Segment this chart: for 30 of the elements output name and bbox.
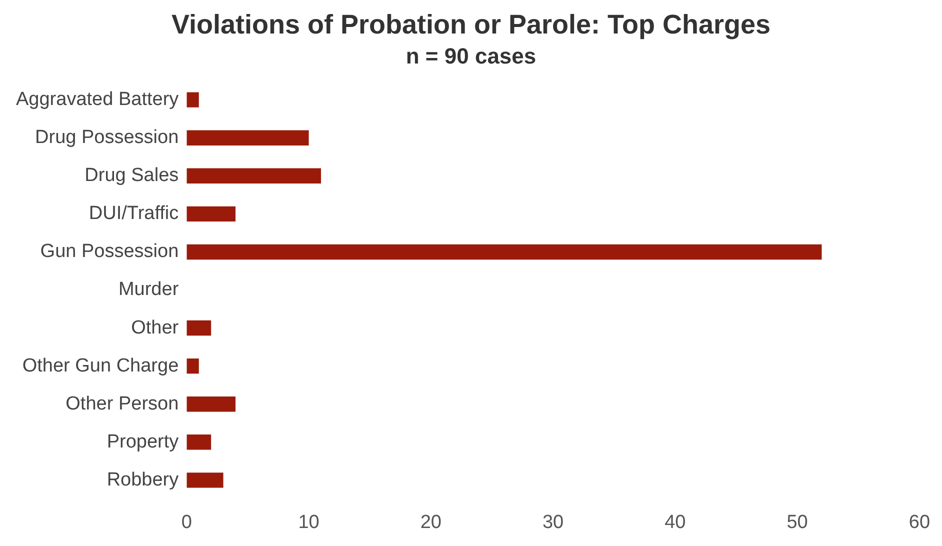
y-tick-label: Property [106,431,180,452]
y-tick-label: Gun Possession [40,241,179,262]
bar [186,206,236,222]
bar [186,320,212,336]
bar [186,396,236,412]
y-tick-label: Drug Possession [35,127,179,148]
x-tick-label: 50 [786,512,808,533]
x-tick-label: 0 [181,512,192,533]
bar [186,472,224,488]
chart-subtitle: n = 90 cases [406,44,536,69]
y-tick-label: Drug Sales [84,165,179,186]
x-tick-label: 20 [420,512,442,533]
bar [186,358,199,374]
x-tick-label: 60 [908,512,930,533]
bar [186,244,822,260]
y-tick-label: DUI/Traffic [88,203,179,224]
y-tick-label: Other [131,317,180,338]
x-tick-label: 10 [298,512,320,533]
y-tick-label: Other Person [66,393,179,414]
y-tick-label: Robbery [106,469,180,490]
x-tick-label: 30 [542,512,564,533]
y-tick-label: Aggravated Battery [16,89,180,110]
bar [186,92,199,108]
bar [186,434,212,450]
bar [186,168,321,184]
y-tick-label: Murder [118,279,180,300]
bar [186,130,309,146]
x-tick-label: 40 [664,512,686,533]
chart-title: Violations of Probation or Parole: Top Charges [171,10,771,40]
y-tick-label: Other Gun Charge [22,355,179,376]
